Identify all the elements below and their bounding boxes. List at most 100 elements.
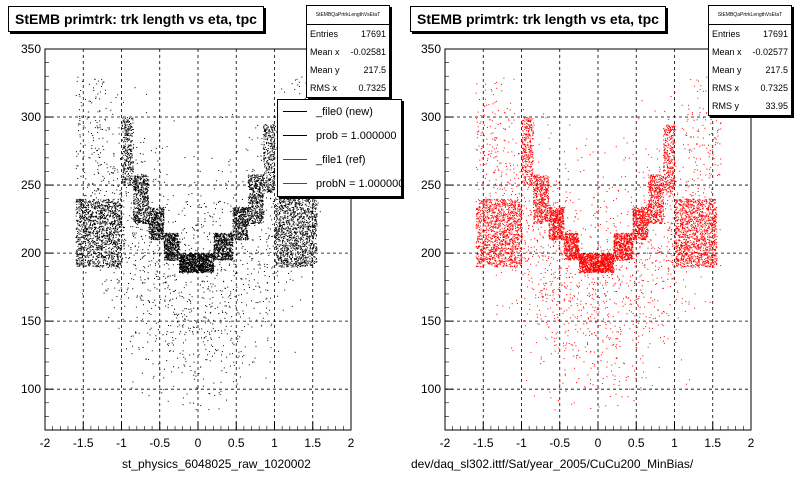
scatter-point bbox=[87, 242, 89, 244]
scatter-point bbox=[108, 255, 110, 256]
scatter-point bbox=[140, 210, 142, 212]
scatter-point bbox=[293, 199, 294, 201]
scatter-point bbox=[128, 161, 130, 163]
scatter-point bbox=[101, 249, 103, 251]
scatter-point bbox=[291, 230, 293, 232]
scatter-point bbox=[300, 256, 302, 258]
scatter-point bbox=[197, 307, 198, 309]
scatter-point bbox=[145, 358, 147, 360]
scatter-point bbox=[271, 185, 273, 187]
scatter-point bbox=[189, 249, 191, 251]
scatter-point bbox=[222, 236, 224, 238]
scatter-point bbox=[114, 287, 116, 289]
scatter-point bbox=[149, 329, 151, 331]
scatter-point bbox=[252, 174, 254, 176]
scatter-point bbox=[169, 350, 170, 352]
scatter-point bbox=[84, 227, 86, 229]
scatter-point bbox=[200, 320, 202, 322]
scatter-point bbox=[231, 233, 232, 235]
scatter-point bbox=[176, 242, 178, 244]
scatter-point bbox=[151, 215, 152, 216]
scatter-point bbox=[138, 348, 140, 350]
scatter-point bbox=[243, 212, 244, 213]
scatter-point bbox=[78, 231, 80, 233]
scatter-point bbox=[239, 225, 241, 226]
scatter-point bbox=[129, 160, 131, 162]
scatter-point bbox=[153, 216, 155, 218]
scatter-point bbox=[251, 253, 253, 255]
scatter-point bbox=[169, 240, 171, 242]
scatter-point bbox=[227, 259, 229, 261]
scatter-point bbox=[127, 176, 129, 177]
scatter-point bbox=[295, 244, 297, 246]
scatter-point bbox=[108, 316, 110, 318]
scatter-point bbox=[312, 229, 314, 231]
scatter-point bbox=[262, 180, 264, 182]
scatter-point bbox=[150, 239, 152, 240]
scatter-point bbox=[128, 297, 129, 299]
scatter-point bbox=[289, 209, 291, 211]
scatter-point bbox=[94, 223, 96, 225]
scatter-point bbox=[276, 213, 278, 215]
scatter-point bbox=[159, 230, 161, 231]
scatter-point bbox=[83, 222, 85, 223]
scatter-point bbox=[257, 271, 259, 273]
scatter-point bbox=[163, 264, 165, 266]
scatter-point bbox=[142, 192, 144, 194]
scatter-point bbox=[123, 227, 124, 229]
scatter-point bbox=[107, 219, 109, 221]
scatter-point bbox=[102, 137, 104, 139]
scatter-point bbox=[299, 206, 301, 208]
scatter-point bbox=[146, 93, 148, 95]
scatter-point bbox=[219, 256, 221, 258]
scatter-point bbox=[174, 252, 175, 254]
scatter-point bbox=[178, 243, 180, 245]
scatter-point bbox=[169, 240, 171, 242]
scatter-point bbox=[174, 242, 176, 244]
scatter-point bbox=[114, 170, 116, 172]
scatter-point bbox=[85, 242, 86, 244]
scatter-point bbox=[187, 273, 189, 275]
scatter-point bbox=[77, 260, 79, 261]
scatter-point bbox=[268, 174, 270, 175]
scatter-point bbox=[307, 233, 308, 235]
scatter-point bbox=[269, 248, 271, 250]
scatter-point bbox=[177, 241, 179, 243]
scatter-point bbox=[269, 175, 271, 176]
scatter-point bbox=[188, 298, 190, 300]
scatter-point bbox=[273, 153, 275, 155]
scatter-point bbox=[247, 250, 248, 252]
scatter-point bbox=[294, 231, 296, 233]
scatter-point bbox=[283, 252, 285, 254]
scatter-point bbox=[275, 214, 277, 216]
scatter-point bbox=[76, 200, 78, 202]
scatter-point bbox=[190, 206, 192, 207]
scatter-point bbox=[138, 190, 140, 191]
scatter-point bbox=[141, 182, 143, 184]
scatter-point bbox=[243, 289, 245, 291]
scatter-point bbox=[248, 317, 250, 319]
scatter-point bbox=[261, 197, 263, 198]
scatter-point bbox=[144, 267, 146, 269]
scatter-point bbox=[313, 256, 315, 258]
scatter-point bbox=[86, 217, 87, 219]
scatter-point bbox=[120, 212, 122, 214]
scatter-point bbox=[153, 213, 155, 215]
scatter-point bbox=[111, 261, 113, 263]
scatter-point bbox=[81, 105, 83, 107]
scatter-point bbox=[122, 165, 124, 167]
scatter-point bbox=[263, 155, 265, 157]
scatter-point bbox=[262, 190, 264, 192]
scatter-point bbox=[281, 261, 282, 263]
scatter-point bbox=[124, 128, 125, 130]
scatter-point bbox=[138, 332, 140, 334]
scatter-point bbox=[128, 245, 130, 247]
scatter-point bbox=[296, 78, 298, 80]
scatter-point bbox=[113, 228, 115, 230]
scatter-point bbox=[117, 249, 119, 250]
scatter-point bbox=[297, 245, 299, 247]
scatter-point bbox=[133, 209, 135, 211]
scatter-point bbox=[300, 202, 302, 204]
scatter-point bbox=[189, 271, 191, 273]
scatter-point bbox=[300, 254, 302, 256]
